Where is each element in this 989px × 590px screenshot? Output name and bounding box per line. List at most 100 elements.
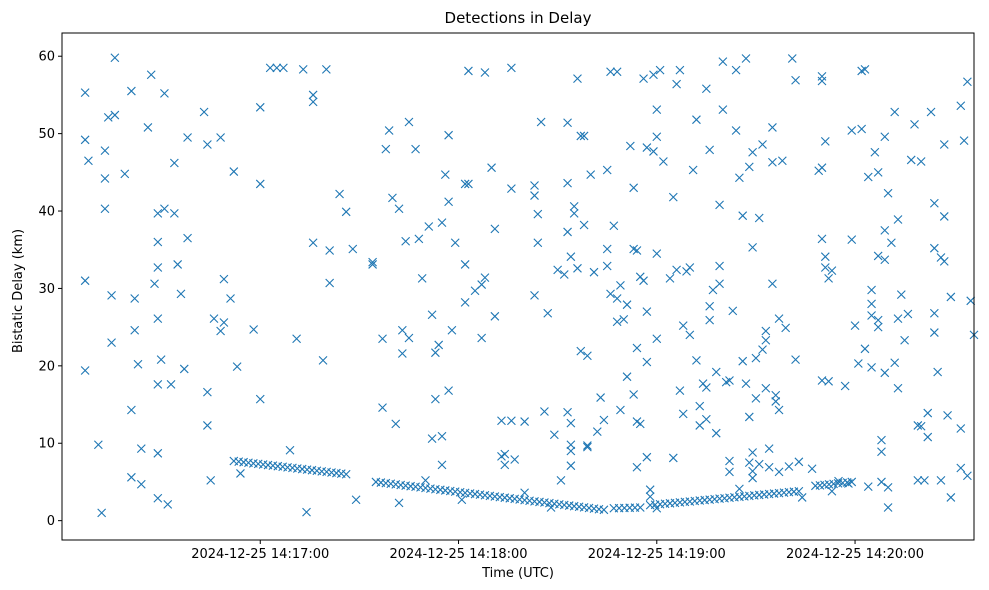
data-point (774, 314, 784, 324)
data-point (203, 387, 212, 397)
data-point (100, 146, 110, 156)
data-point (93, 440, 103, 450)
data-point (507, 63, 516, 73)
data-point (635, 503, 645, 512)
data-point (255, 394, 265, 404)
data-point (906, 155, 916, 165)
data-point (378, 403, 387, 413)
data-point (893, 314, 903, 324)
data-point (530, 181, 539, 190)
data-point (533, 209, 543, 219)
data-point (880, 132, 890, 142)
data-point (966, 296, 976, 306)
data-point (853, 359, 863, 368)
data-point (642, 452, 652, 462)
data-point (255, 179, 265, 189)
data-point (741, 54, 751, 63)
data-point (678, 409, 688, 419)
data-point (754, 213, 764, 223)
data-point (639, 276, 648, 286)
data-point (867, 311, 876, 320)
data-point (127, 472, 136, 482)
data-point (265, 63, 275, 73)
data-point (820, 252, 830, 262)
data-point (668, 453, 678, 463)
data-point (559, 270, 569, 279)
data-point (863, 482, 873, 491)
data-point (639, 74, 648, 84)
data-point (308, 238, 318, 248)
data-point (728, 306, 738, 316)
data-point (127, 86, 136, 96)
data-point (609, 221, 619, 231)
data-point (827, 266, 837, 276)
data-point (794, 457, 804, 467)
data-point (480, 273, 490, 282)
data-point (583, 351, 592, 361)
data-point (764, 444, 774, 454)
data-point (450, 238, 460, 248)
data-point (232, 362, 242, 372)
data-point (840, 381, 850, 391)
data-point (487, 163, 496, 173)
data-point (715, 261, 724, 271)
data-point (612, 317, 622, 327)
data-point (576, 131, 586, 141)
data-point (150, 279, 159, 289)
data-point (80, 135, 90, 145)
data-point (421, 476, 430, 485)
data-point (748, 448, 757, 457)
data-point (873, 167, 883, 177)
data-point (480, 68, 490, 77)
data-point (867, 299, 876, 309)
data-point (536, 117, 546, 127)
data-point (768, 157, 777, 167)
data-point (80, 276, 90, 286)
data-point (130, 325, 140, 335)
data-point (80, 366, 90, 375)
data-point (896, 290, 906, 300)
data-point (533, 238, 543, 248)
data-point (873, 322, 883, 332)
data-point (427, 310, 437, 320)
data-point (936, 476, 946, 485)
data-point (632, 462, 642, 472)
y-axis-label: Bistatic Delay (km) (11, 229, 26, 353)
data-point (510, 455, 520, 464)
data-point (153, 237, 163, 247)
data-point (579, 220, 589, 230)
data-point (153, 448, 163, 458)
data-point (645, 492, 655, 502)
data-point (735, 484, 744, 494)
data-point (744, 412, 754, 422)
data-point (166, 380, 176, 389)
data-point (963, 471, 972, 481)
data-point (791, 355, 800, 365)
data-point (308, 97, 318, 107)
data-point (606, 289, 615, 299)
data-point (160, 88, 169, 98)
data-point (100, 204, 110, 214)
data-point (255, 102, 265, 112)
data-point (900, 335, 909, 345)
data-point (929, 243, 939, 253)
data-point (500, 460, 510, 470)
data-point (731, 126, 741, 135)
data-point (563, 227, 572, 237)
data-point (685, 330, 695, 340)
data-point (417, 273, 427, 283)
data-point (599, 415, 609, 425)
data-point (890, 358, 900, 368)
data-point (946, 493, 956, 502)
x-tick-label: 2024-12-25 14:17:00 (191, 547, 329, 562)
data-point (616, 405, 625, 415)
data-point (431, 394, 440, 404)
data-point (642, 307, 652, 317)
data-point (404, 333, 414, 343)
data-point (893, 215, 903, 224)
data-point (341, 469, 351, 479)
x-tick-label: 2024-12-25 14:18:00 (389, 547, 527, 562)
data-point (298, 64, 308, 74)
data-point (103, 112, 113, 122)
data-point (602, 261, 612, 271)
